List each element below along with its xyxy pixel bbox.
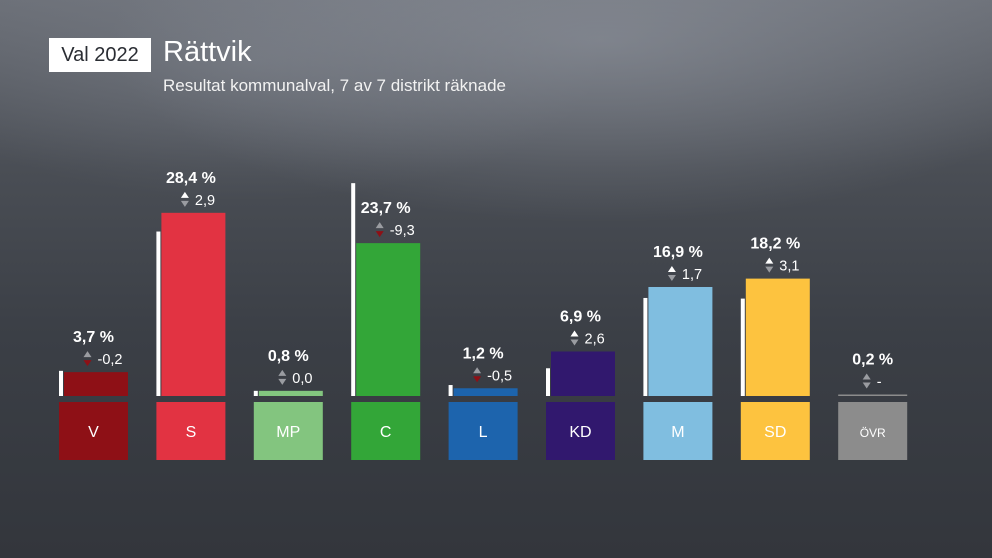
previous-bar-c [351,183,356,396]
change-label-ovr: - [877,375,882,391]
party-box-mp [253,402,323,460]
value-label-v: 3,7 % [73,329,114,346]
change-up-arrow-icon-s [180,191,189,198]
value-label-kd: 6,9 % [560,308,601,325]
bar-m [648,286,713,396]
change-down-arrow-icon-v [83,360,92,367]
change-up-arrow-icon-c [375,222,384,229]
previous-bar-m [643,297,648,396]
party-label-v: V [88,424,99,441]
previous-bar-l [448,385,453,396]
change-down-arrow-icon-c [375,231,384,238]
party-label-m: M [671,424,684,441]
change-up-arrow-icon-l [473,367,482,374]
change-up-arrow-icon-kd [570,330,579,337]
change-label-sd: 3,1 [779,259,799,275]
change-down-arrow-icon-ovr [862,382,871,389]
party-box-c [351,402,421,460]
value-label-mp: 0,8 % [268,348,309,365]
previous-bar-v [59,370,63,396]
change-up-arrow-icon-mp [278,369,287,376]
page-title: Rättvik [163,36,252,68]
bar-s [161,212,226,396]
previous-bar-s [156,231,161,396]
change-up-arrow-icon-v [83,351,92,358]
bar-ovr [838,394,908,396]
previous-bar-mp [253,390,258,396]
party-box-sd [740,402,810,460]
change-label-mp: 0,0 [292,371,312,387]
change-down-arrow-icon-m [667,274,676,281]
change-label-m: 1,7 [682,267,702,283]
value-label-l: 1,2 % [463,345,504,362]
party-label-s: S [186,424,197,441]
chart-subtitle: Resultat kommunalval, 7 av 7 distrikt rä… [163,76,506,95]
change-up-arrow-icon-m [667,265,676,272]
party-box-ovr [838,402,908,460]
party-box-kd [546,402,615,460]
change-label-c: -9,3 [390,223,415,239]
value-label-s: 28,4 % [166,170,216,187]
change-down-arrow-icon-kd [570,339,579,346]
value-label-c: 23,7 % [361,200,411,217]
party-label-mp: MP [276,424,300,441]
change-label-l: -0,5 [487,368,512,384]
party-box-l [448,402,518,460]
change-down-arrow-icon-sd [765,266,774,273]
party-box-s [156,402,226,460]
change-up-arrow-icon-sd [765,257,774,264]
party-box-m [643,402,713,460]
bar-kd [551,351,615,396]
previous-bar-kd [546,368,550,396]
party-box-v [59,402,128,460]
party-label-c: C [380,424,392,441]
party-label-kd: KD [569,424,591,441]
change-down-arrow-icon-mp [278,378,287,385]
bar-l [453,388,518,396]
change-down-arrow-icon-s [180,200,189,207]
value-label-ovr: 0,2 % [852,352,893,369]
party-label-ovr: ÖVR [860,426,886,440]
party-label-l: L [479,424,488,441]
bar-mp [258,390,323,396]
value-label-sd: 18,2 % [750,236,800,253]
change-down-arrow-icon-l [473,376,482,383]
election-badge: Val 2022 [49,38,151,72]
value-label-m: 16,9 % [653,244,703,261]
bar-sd [745,278,810,396]
bar-v [64,372,128,396]
party-label-sd: SD [764,424,786,441]
bar-c [356,243,421,396]
change-label-v: -0,2 [98,352,123,368]
previous-bar-sd [740,298,745,396]
change-label-kd: 2,6 [585,331,605,347]
change-label-s: 2,9 [195,193,215,209]
change-up-arrow-icon-ovr [862,373,871,380]
